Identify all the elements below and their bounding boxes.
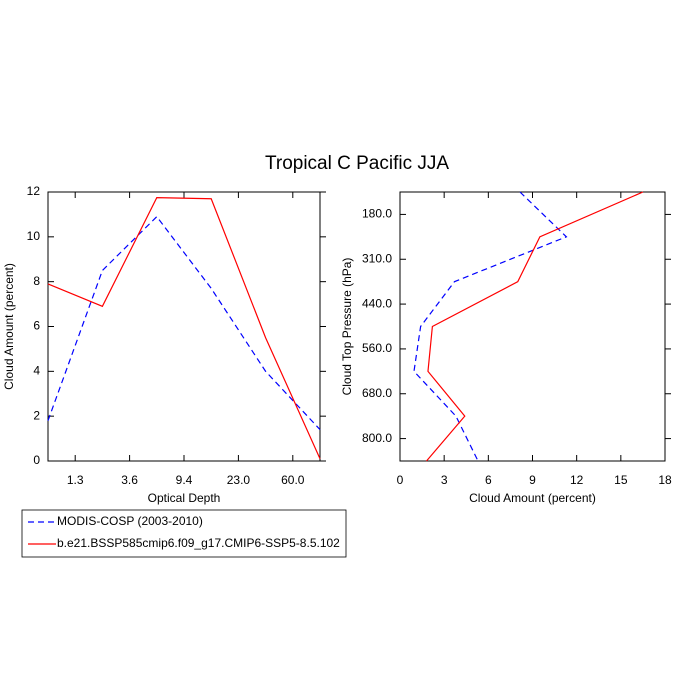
x-tick-label: 9.4 (176, 473, 193, 487)
x-tick-label: 60.0 (281, 473, 305, 487)
series-line (426, 191, 644, 462)
legend-label: MODIS-COSP (2003-2010) (57, 514, 203, 528)
y-tick-label: 800.0 (362, 431, 392, 445)
legend-label: b.e21.BSSP585cmip6.f09_g17.CMIP6-SSP5-8.… (57, 536, 340, 550)
series-line (47, 196, 321, 460)
x-tick-label: 9 (529, 473, 536, 487)
y-tick-label: 4 (33, 364, 40, 378)
y-tick-label: 0 (33, 453, 40, 467)
x-tick-label: 15 (614, 473, 628, 487)
x-tick-label: 0 (397, 473, 404, 487)
chart-title: Tropical C Pacific JJA (265, 153, 449, 174)
y-tick-label: 560.0 (362, 341, 392, 355)
plot-frame (47, 191, 321, 462)
y-tick-label: 680.0 (362, 386, 392, 400)
x-tick-label: 1.3 (67, 473, 84, 487)
y-tick-label: 10 (27, 229, 41, 243)
x-tick-label: 23.0 (227, 473, 251, 487)
y-tick-label: 8 (33, 274, 40, 288)
y-axis-label: Cloud Top Pressure (hPa) (340, 258, 354, 396)
plot-frame (399, 191, 666, 462)
x-tick-label: 6 (485, 473, 492, 487)
y-tick-label: 2 (33, 408, 40, 422)
y-tick-label: 180.0 (362, 207, 392, 221)
y-tick-label: 440.0 (362, 296, 392, 310)
y-tick-label: 12 (27, 184, 41, 198)
series-line (413, 191, 568, 462)
y-tick-label: 310.0 (362, 251, 392, 265)
x-tick-label: 3 (441, 473, 448, 487)
x-tick-label: 18 (658, 473, 672, 487)
x-tick-label: 3.6 (121, 473, 138, 487)
x-tick-label: 12 (570, 473, 584, 487)
legend-box (21, 509, 347, 558)
series-line (47, 215, 321, 431)
x-axis-label: Cloud Amount (percent) (469, 491, 596, 505)
x-axis-label: Optical Depth (148, 491, 221, 505)
y-tick-label: 6 (33, 319, 40, 333)
y-axis-label: Cloud Amount (percent) (2, 263, 16, 390)
